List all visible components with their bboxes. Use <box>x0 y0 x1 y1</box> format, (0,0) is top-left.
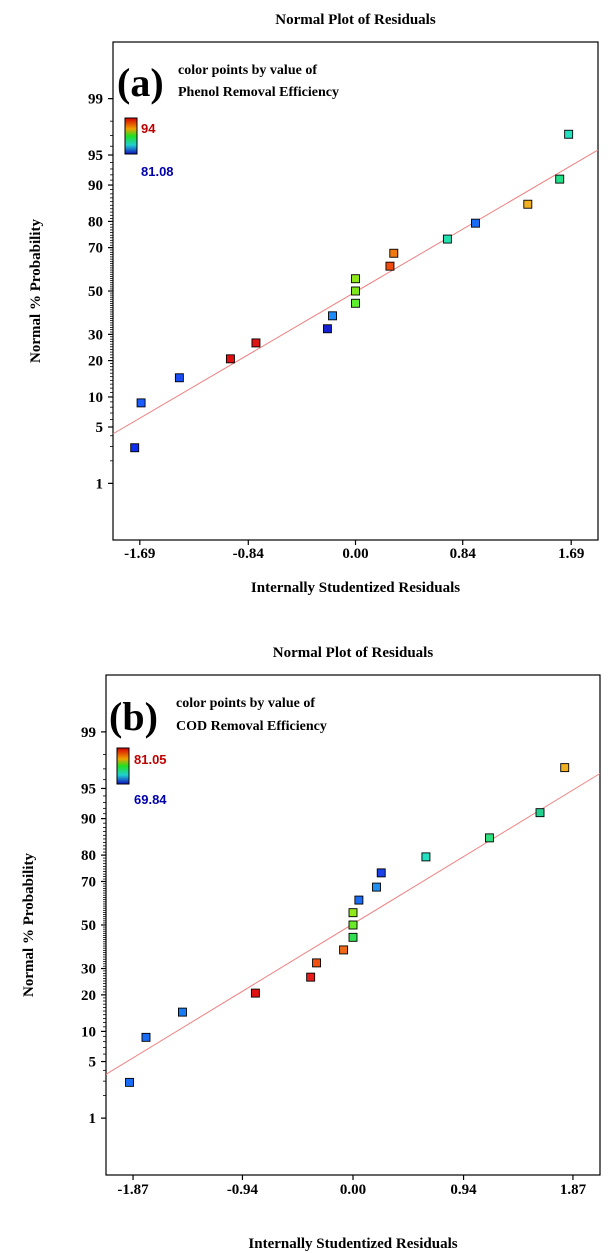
color-note-line1: color points by value of <box>176 696 315 711</box>
data-point <box>389 248 399 258</box>
data-point <box>555 174 565 184</box>
x-tick-label: 0.00 <box>340 1182 366 1198</box>
x-tick-label: 0.94 <box>450 1182 477 1198</box>
data-point <box>535 808 545 818</box>
panel-letter: (b) <box>109 694 158 739</box>
y-tick-label: 95 <box>81 781 96 797</box>
data-point <box>484 833 494 843</box>
y-tick-label: 20 <box>88 354 103 370</box>
y-tick-label: 5 <box>96 420 104 436</box>
y-tick-label: 90 <box>81 812 96 828</box>
data-point <box>141 1032 151 1042</box>
data-point <box>251 338 261 348</box>
color-note-line1: color points by value of <box>178 63 317 78</box>
x-tick-label: 0.84 <box>450 546 477 562</box>
data-point <box>523 199 533 209</box>
y-tick-label: 95 <box>88 148 103 164</box>
panel-letter: (a) <box>117 60 164 105</box>
data-point <box>351 274 360 284</box>
data-point <box>125 1077 134 1087</box>
data-point <box>351 298 360 308</box>
colorbar-min-label: 69.84 <box>134 792 167 807</box>
data-point <box>564 129 574 139</box>
data-point <box>328 311 337 321</box>
y-tick-label: 90 <box>88 178 103 194</box>
x-tick-label: 1.69 <box>558 546 584 562</box>
data-point <box>372 882 381 892</box>
data-point <box>348 908 358 918</box>
data-point <box>136 398 146 408</box>
y-tick-label: 30 <box>81 962 96 978</box>
data-point <box>354 895 364 905</box>
x-tick-label: 1.87 <box>560 1182 587 1198</box>
y-tick-label: 5 <box>89 1055 97 1071</box>
x-tick-label: -0.84 <box>233 546 265 562</box>
data-point <box>351 286 360 296</box>
y-tick-label: 50 <box>88 284 103 300</box>
data-point <box>421 852 431 862</box>
data-point <box>376 868 386 878</box>
data-point <box>385 261 395 271</box>
data-point <box>348 932 358 942</box>
data-point <box>225 354 235 364</box>
x-tick-label: 0.00 <box>342 546 368 562</box>
colorbar <box>124 117 138 155</box>
data-point <box>442 234 452 244</box>
y-tick-label: 50 <box>81 918 96 934</box>
y-tick-label: 80 <box>88 214 103 230</box>
y-tick-label: 1 <box>96 476 104 492</box>
data-point <box>322 324 332 334</box>
data-point <box>178 1007 187 1017</box>
chart-panel-a: Normal Plot of Residuals 1 5 10 20 30 50 70 80 90… <box>28 12 599 596</box>
chart-panel-b: Normal Plot of Residuals 1 5 10 20 30 50 70 80 90… <box>21 645 601 1252</box>
y-tick-label: 70 <box>88 241 103 257</box>
x-tick-label: -1.87 <box>117 1182 149 1198</box>
y-tick-label: 99 <box>81 725 96 741</box>
data-point <box>560 763 570 773</box>
y-axis-label: Normal % Probability <box>28 219 44 363</box>
x-tick-label: -1.69 <box>124 546 155 562</box>
colorbar-max-label: 94 <box>141 121 156 136</box>
y-tick-label: 80 <box>81 848 96 864</box>
y-tick-label: 1 <box>89 1111 97 1127</box>
data-point <box>339 945 349 955</box>
y-tick-label: 30 <box>88 327 103 343</box>
data-point <box>250 988 260 998</box>
color-note-line2: Phenol Removal Efficiency <box>178 85 339 100</box>
chart-title: Normal Plot of Residuals <box>273 645 434 661</box>
chart-title: Normal Plot of Residuals <box>275 12 436 28</box>
data-point <box>471 218 480 228</box>
y-axis-label: Normal % Probability <box>21 853 37 997</box>
data-point <box>306 972 316 982</box>
y-tick-label: 20 <box>81 988 96 1004</box>
x-tick-label: -0.94 <box>227 1182 259 1198</box>
y-tick-label: 70 <box>81 874 96 890</box>
y-tick-label: 10 <box>88 390 103 406</box>
colorbar <box>116 747 130 785</box>
colorbar-min-label: 81.08 <box>141 164 174 179</box>
data-point <box>312 958 321 968</box>
color-note-line2: COD Removal Efficiency <box>176 719 327 734</box>
data-point <box>130 443 140 453</box>
x-axis-label: Internally Studentized Residuals <box>248 1236 457 1252</box>
x-axis-label: Internally Studentized Residuals <box>251 580 460 596</box>
y-tick-label: 99 <box>88 92 103 108</box>
y-tick-label: 10 <box>81 1024 96 1040</box>
colorbar-max-label: 81.05 <box>134 752 167 767</box>
data-point <box>348 920 358 930</box>
data-point <box>174 373 184 383</box>
